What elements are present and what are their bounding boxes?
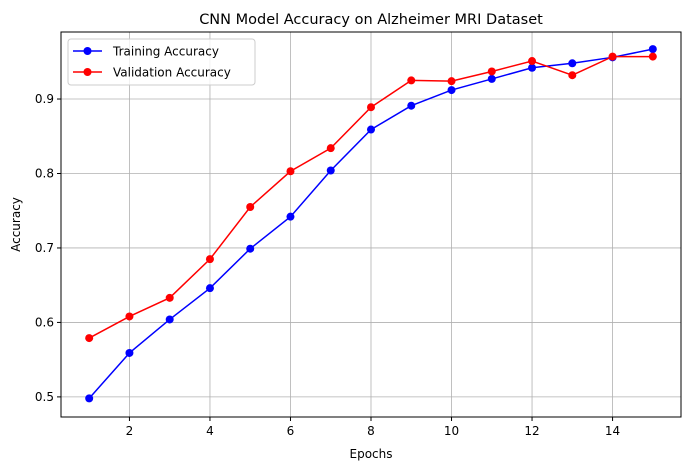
- data-point: [326, 144, 335, 153]
- data-point: [246, 203, 255, 211]
- y-tick-label: 0.6: [35, 315, 54, 329]
- data-point: [367, 103, 375, 112]
- legend-box: [67, 38, 256, 86]
- data-point: [407, 101, 416, 110]
- data-point: [205, 284, 214, 293]
- data-point: [286, 167, 295, 176]
- y-tick-label: 0.8: [35, 166, 54, 180]
- data-point: [165, 293, 174, 302]
- data-point: [447, 77, 456, 86]
- y-tick-label: 0.9: [35, 92, 54, 106]
- chart-title: CNN Model Accuracy on Alzheimer MRI Data…: [199, 12, 543, 28]
- x-tick-label: 6: [287, 424, 295, 438]
- grid: [61, 32, 681, 417]
- data-point: [407, 76, 416, 85]
- x-tick-label: 8: [367, 424, 375, 438]
- legend-label: Validation Accuracy: [113, 66, 231, 80]
- data-point: [85, 334, 94, 343]
- data-point: [125, 312, 134, 321]
- data-point: [367, 125, 375, 134]
- data-point: [568, 71, 577, 80]
- data-point: [125, 348, 134, 357]
- data-point: [85, 394, 94, 403]
- legend-marker: [83, 47, 92, 55]
- data-point: [528, 57, 537, 66]
- data-point: [286, 212, 295, 221]
- x-tick-label: 14: [605, 424, 620, 438]
- data-point: [447, 86, 456, 95]
- data-point: [487, 67, 496, 76]
- data-point: [205, 255, 214, 264]
- x-tick-label: 2: [126, 424, 134, 438]
- legend-marker: [83, 68, 92, 76]
- data-point: [528, 63, 537, 72]
- data-point: [648, 45, 657, 54]
- data-point: [487, 74, 496, 83]
- legend-label: Training Accuracy: [112, 45, 219, 59]
- y-tick-label: 0.7: [35, 241, 54, 255]
- data-point: [648, 52, 657, 61]
- x-axis-label: Epochs: [350, 447, 393, 461]
- data-point: [608, 52, 617, 61]
- data-point: [326, 166, 335, 175]
- ticks: 2 4 6 8 10 12 14 0.5 0.6 0.7 0.8 0.9: [35, 92, 620, 438]
- y-axis-label: Accuracy: [9, 197, 23, 252]
- x-tick-label: 10: [444, 424, 459, 438]
- x-tick-label: 12: [524, 424, 539, 438]
- x-tick-label: 4: [206, 424, 214, 438]
- y-tick-label: 0.5: [35, 390, 54, 404]
- legend: Training Accuracy Validation Accuracy: [67, 38, 256, 86]
- data-point: [568, 59, 577, 68]
- series-layer: [85, 45, 657, 403]
- data-point: [165, 315, 174, 324]
- data-point: [246, 244, 255, 253]
